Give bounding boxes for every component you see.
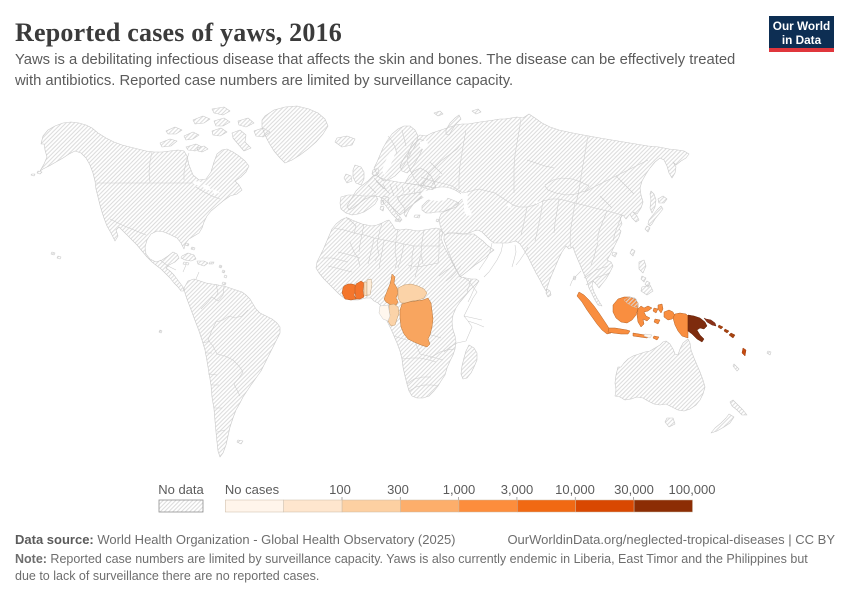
svg-text:100,000: 100,000 [669, 482, 716, 497]
svg-text:100: 100 [329, 482, 351, 497]
svg-text:No data: No data [158, 482, 204, 497]
svg-text:1,000: 1,000 [443, 482, 476, 497]
svg-text:300: 300 [387, 482, 409, 497]
svg-text:10,000: 10,000 [555, 482, 595, 497]
svg-text:No cases: No cases [225, 482, 280, 497]
svg-text:3,000: 3,000 [501, 482, 534, 497]
svg-text:30,000: 30,000 [614, 482, 654, 497]
